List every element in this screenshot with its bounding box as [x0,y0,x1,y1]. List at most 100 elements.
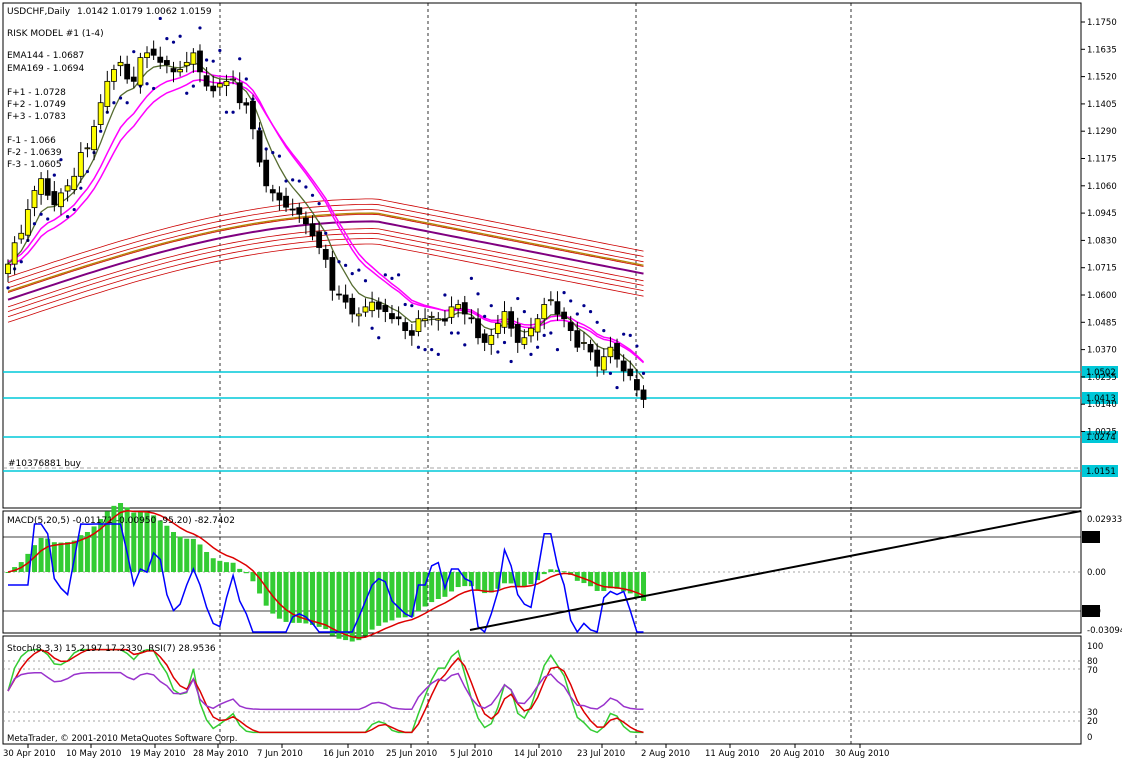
sar-dot [430,348,434,352]
macd-tick-label: 0.02933 [1087,515,1122,525]
candle-body [18,232,25,240]
candle-body [488,334,495,345]
candle-body [395,316,402,320]
level-price-tag [1082,392,1118,404]
candle-body [468,317,475,320]
macd-histogram-bar [329,572,335,636]
macd-histogram-bar [210,558,216,572]
candle-body [475,318,481,339]
macd-histogram-bar [157,520,163,572]
time-axis-label: 2 Aug 2010 [641,749,690,759]
candle-body [157,56,164,63]
window-title: USDCHF,Daily [7,7,71,17]
sar-dot [46,217,50,221]
macd-histogram-bar [594,572,600,591]
sar-dot [52,173,56,177]
macd-histogram-bar [263,572,269,606]
candle-body [554,301,561,315]
candle-body [276,192,283,201]
sar-dot [171,40,176,44]
candle-body [24,209,31,236]
candle-body [97,102,104,125]
macd-histogram-bar [475,572,481,591]
sar-dot [377,336,381,340]
macd-histogram-bar [276,572,282,619]
price-tick-label: 1.0025 [1087,428,1117,438]
sar-dot [291,178,295,182]
macd-level-tag [1082,605,1100,617]
stoch-tick-label: 20 [1087,717,1098,727]
macd-drawing [5,503,1082,642]
sar-dot [218,48,222,53]
time-axis-label: 16 Jun 2010 [323,749,374,759]
stoch-rsi-panel[interactable] [2,635,1082,745]
time-axis-label: 30 Apr 2010 [3,749,56,759]
macd-histogram-bar [528,572,534,585]
macd-histogram-bar [488,572,494,593]
main-price-panel[interactable] [2,2,1082,509]
sar-dot [595,320,599,324]
macd-histogram-bar [429,572,435,603]
candle-body [44,178,51,196]
macd-histogram-bar [290,572,296,623]
sar-dot [185,91,189,95]
macd-histogram-bar [482,572,488,594]
macd-histogram-bar [257,572,263,594]
candle-body [190,52,197,65]
sar-dot [310,193,315,197]
candle-body [51,191,58,206]
sar-dot [575,312,579,316]
level-price-tag [1082,431,1118,443]
candle-body [402,322,409,332]
macd-histogram-bar [601,572,607,592]
macd-histogram-bar [336,572,342,639]
price-tick-label: 1.1750 [1087,18,1117,28]
sar-dot [317,202,321,206]
sar-dot [615,385,619,390]
candle-body [243,102,250,106]
legend-line: F-3 - 1.0605 [7,160,62,170]
candle-body [587,343,594,353]
candle-body [594,349,601,367]
candle-body [197,50,203,73]
sar-dot [158,16,162,21]
sar-dot [19,260,23,264]
level-price-label: 1.0274 [1086,433,1116,443]
macd-histogram-bar [641,572,647,601]
macd-histogram-bar [376,572,382,626]
macd-histogram-bar [91,526,97,572]
sar-dot [363,279,368,283]
level-price-label: 1.0413 [1086,394,1116,404]
macd-tick-label: -0.03094 [1087,626,1122,636]
candle-body [541,304,548,320]
stoch-tick-label: 0 [1087,733,1092,743]
sar-dot [562,291,566,295]
candle-body [256,130,263,163]
fib-band [7,209,644,289]
candle-body [581,342,587,344]
sar-dot [344,263,348,267]
macd-momentum-line [8,523,644,634]
macd-histogram-bar [634,572,640,598]
sar-dot [165,37,169,41]
candle-body [422,318,428,322]
macd-histogram-bar [356,572,362,641]
sar-dot [416,345,421,349]
sar-dot [224,110,229,114]
candle-body [124,63,131,80]
sar-dot [112,101,116,105]
macd-tick-label: -80 [1087,607,1101,617]
candle-body [514,324,521,343]
macd-histogram-bar [310,572,316,625]
macd-histogram-bar [614,572,620,589]
candle-body [31,190,38,209]
time-axis-label: 23 Jul 2010 [577,749,625,759]
time-axis-label: 25 Jun 2010 [386,749,437,759]
macd-histogram-bar [468,572,474,587]
macd-histogram-bar [111,505,117,572]
price-tick-label: 1.0485 [1087,318,1117,328]
candle-body [137,57,144,86]
sar-dot [582,304,586,308]
price-tick-label: 1.1175 [1087,155,1117,165]
